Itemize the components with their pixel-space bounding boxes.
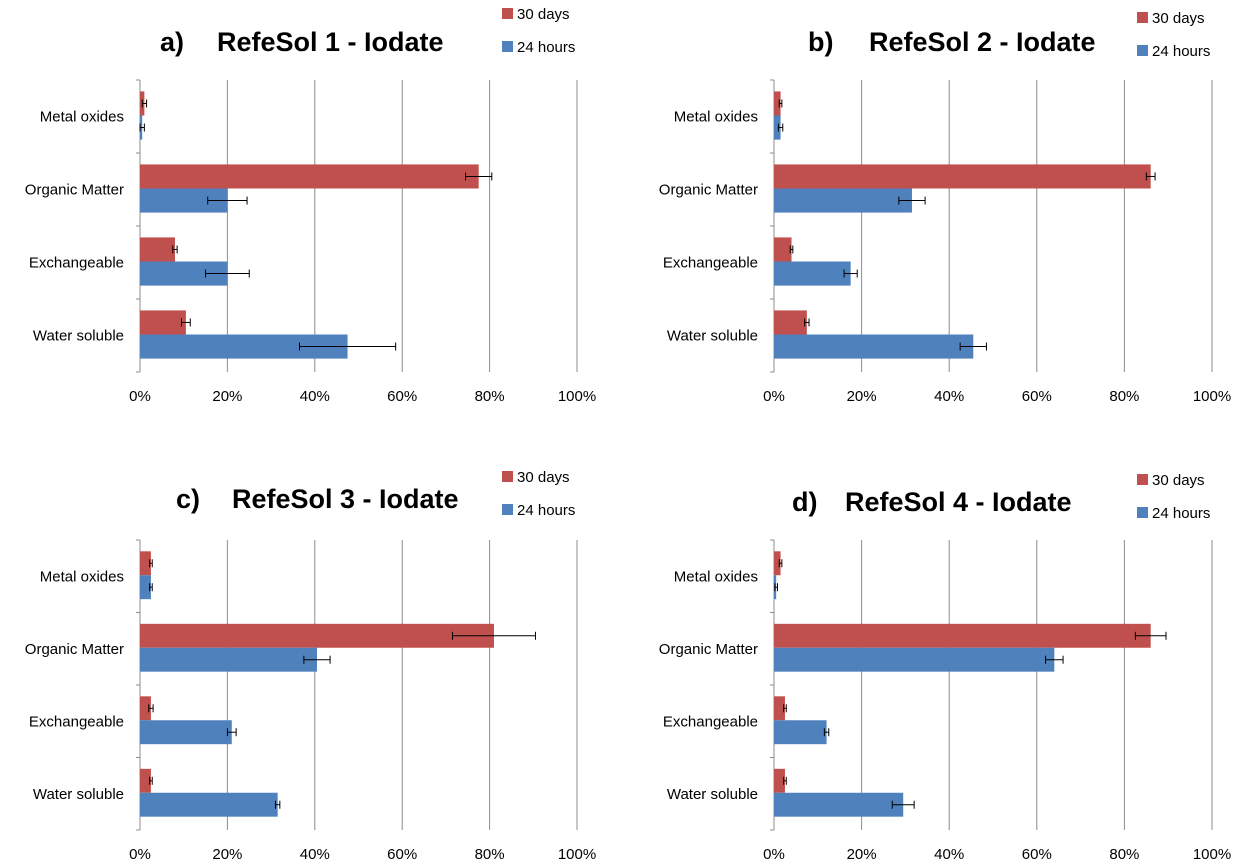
legend-label: 24 hours xyxy=(517,502,575,519)
bar-24-hours xyxy=(774,792,904,817)
legend-swatch-24-hours xyxy=(502,41,513,52)
bar-30-days xyxy=(774,623,1151,648)
chart-panel-a: a) RefeSol 1 - Iodate 30 days 24 hours 0% 20%… xyxy=(25,6,596,405)
category-label: Metal oxides xyxy=(40,109,124,126)
x-tick-label: 20% xyxy=(847,846,877,863)
bar-24-hours xyxy=(774,188,912,213)
x-tick-label: 40% xyxy=(934,388,964,405)
legend-label: 30 days xyxy=(1152,472,1205,489)
bar-24-hours xyxy=(140,720,232,745)
category-label: Organic Matter xyxy=(25,641,124,658)
chart-label: d) xyxy=(792,487,817,517)
bar-30-days xyxy=(774,237,792,262)
x-tick-label: 100% xyxy=(1193,846,1231,863)
x-tick-label: 0% xyxy=(763,846,785,863)
legend-swatch-30-days xyxy=(502,8,513,19)
x-tick-label: 20% xyxy=(212,846,242,863)
legend-label: 30 days xyxy=(517,6,570,23)
category-label: Metal oxides xyxy=(40,568,124,585)
category-label: Metal oxides xyxy=(674,109,758,126)
category-label: Exchangeable xyxy=(29,713,124,730)
x-tick-label: 20% xyxy=(212,388,242,405)
x-tick-label: 60% xyxy=(1022,846,1052,863)
x-tick-label: 80% xyxy=(1109,846,1139,863)
x-tick-label: 40% xyxy=(934,846,964,863)
category-label: Organic Matter xyxy=(659,182,758,199)
chart-title: RefeSol 3 - Iodate xyxy=(232,484,459,514)
chart-panel-c: c) RefeSol 3 - Iodate 30 days 24 hours 0% 20%… xyxy=(25,469,596,863)
x-tick-label: 80% xyxy=(1109,388,1139,405)
x-tick-label: 60% xyxy=(387,388,417,405)
bar-24-hours xyxy=(140,792,278,817)
bar-30-days xyxy=(774,91,781,116)
legend-swatch-30-days xyxy=(1137,12,1148,23)
bar-30-days xyxy=(140,623,494,648)
bar-24-hours xyxy=(140,575,151,600)
x-tick-label: 40% xyxy=(300,846,330,863)
category-label: Organic Matter xyxy=(25,182,124,199)
chart-label: a) xyxy=(160,27,184,57)
x-tick-label: 100% xyxy=(558,846,596,863)
category-label: Metal oxides xyxy=(674,568,758,585)
category-label: Water soluble xyxy=(33,786,124,803)
legend-swatch-24-hours xyxy=(1137,507,1148,518)
bar-30-days xyxy=(140,310,186,335)
category-label: Exchangeable xyxy=(663,713,758,730)
category-label: Exchangeable xyxy=(29,255,124,272)
chart-panel-d: d) RefeSol 4 - Iodate 30 days 24 hours 0% 20%… xyxy=(659,472,1231,863)
legend-label: 30 days xyxy=(517,469,570,486)
x-tick-label: 0% xyxy=(763,388,785,405)
chart-title: RefeSol 1 - Iodate xyxy=(217,27,444,57)
bar-24-hours xyxy=(774,261,851,286)
legend-label: 24 hours xyxy=(517,39,575,56)
x-tick-label: 80% xyxy=(475,388,505,405)
legend-swatch-30-days xyxy=(1137,474,1148,485)
x-tick-label: 40% xyxy=(300,388,330,405)
category-label: Organic Matter xyxy=(659,641,758,658)
bar-24-hours xyxy=(774,115,781,140)
bar-30-days xyxy=(140,696,151,721)
x-tick-label: 100% xyxy=(1193,388,1231,405)
legend-label: 30 days xyxy=(1152,10,1205,27)
chart-title: RefeSol 4 - Iodate xyxy=(845,487,1072,517)
bar-30-days xyxy=(774,310,807,335)
x-tick-label: 60% xyxy=(387,846,417,863)
bar-24-hours xyxy=(774,334,974,359)
category-label: Water soluble xyxy=(33,328,124,345)
x-tick-label: 0% xyxy=(129,388,151,405)
chart-label: b) xyxy=(808,27,833,57)
legend-swatch-24-hours xyxy=(1137,45,1148,56)
category-label: Exchangeable xyxy=(663,255,758,272)
bar-30-days xyxy=(140,551,151,576)
bar-24-hours xyxy=(774,720,827,745)
chart-title: RefeSol 2 - Iodate xyxy=(869,27,1096,57)
category-label: Water soluble xyxy=(667,786,758,803)
chart-label: c) xyxy=(176,484,200,514)
bar-24-hours xyxy=(774,647,1055,672)
bar-30-days xyxy=(774,551,781,576)
x-tick-label: 0% xyxy=(129,846,151,863)
x-tick-label: 60% xyxy=(1022,388,1052,405)
legend-label: 24 hours xyxy=(1152,505,1210,522)
bar-30-days xyxy=(774,768,785,793)
bar-30-days xyxy=(140,768,151,793)
bar-30-days xyxy=(774,164,1151,189)
bar-30-days xyxy=(140,237,175,262)
bar-30-days xyxy=(774,696,785,721)
chart-panel-b: b) RefeSol 2 - Iodate 30 days 24 hours 0% 20%… xyxy=(659,10,1231,405)
x-tick-label: 100% xyxy=(558,388,596,405)
x-tick-label: 80% xyxy=(475,846,505,863)
bar-24-hours xyxy=(140,647,317,672)
legend-swatch-30-days xyxy=(502,471,513,482)
legend-label: 24 hours xyxy=(1152,43,1210,60)
category-label: Water soluble xyxy=(667,328,758,345)
legend-swatch-24-hours xyxy=(502,504,513,515)
x-tick-label: 20% xyxy=(847,388,877,405)
bar-30-days xyxy=(140,164,479,189)
